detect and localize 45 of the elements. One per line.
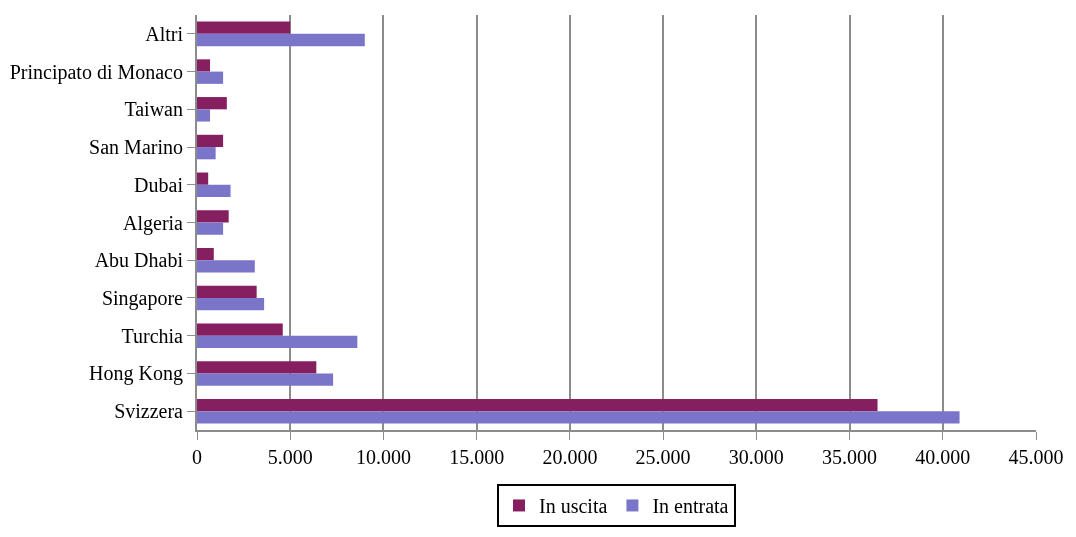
x-tick-label: 15.000	[449, 446, 505, 468]
bar	[197, 323, 283, 336]
bar	[197, 285, 257, 298]
y-tick-label: Taiwan	[124, 98, 183, 121]
bar	[197, 260, 255, 273]
x-tick-label: 30.000	[728, 446, 784, 468]
bar	[197, 134, 224, 148]
bar	[197, 398, 878, 412]
bar	[197, 184, 231, 198]
y-tick-label: Abu Dhabi	[94, 249, 184, 272]
bar	[197, 373, 334, 386]
bar	[197, 247, 214, 261]
x-tick-label: 20.000	[542, 446, 598, 468]
x-tick-label: 35.000	[822, 446, 878, 468]
bar	[197, 210, 229, 223]
bar	[197, 411, 960, 424]
legend-label: In entrata	[652, 495, 729, 518]
x-tick-label: 10.000	[355, 446, 411, 468]
y-tick-label: Svizzera	[114, 400, 184, 423]
x-tick-label: 25.000	[635, 446, 691, 468]
y-tick-label: Hong Kong	[89, 362, 183, 386]
bar	[197, 297, 265, 311]
y-tick-label: Turchia	[121, 324, 184, 347]
y-tick-label: Singapore	[101, 286, 184, 310]
y-tick-label: Dubai	[134, 173, 184, 196]
x-tick-label: 5.000	[267, 446, 313, 468]
x-tick-label: 45.000	[1008, 446, 1064, 468]
bar	[197, 172, 209, 185]
y-tick-label: San Marino	[89, 136, 183, 159]
x-tick-label: 40.000	[915, 446, 971, 468]
bar	[197, 109, 211, 122]
x-tick-label: 0	[192, 446, 202, 468]
bar	[197, 361, 317, 374]
bar	[197, 147, 216, 160]
bar	[197, 97, 227, 110]
y-tick-label: Altri	[145, 22, 184, 45]
bar	[197, 222, 224, 235]
y-tick-label: Principato di Monaco	[9, 60, 183, 84]
y-tick-label: Algeria	[123, 211, 184, 235]
bar	[197, 33, 365, 47]
legend-label: In uscita	[539, 495, 608, 518]
bar	[197, 71, 224, 84]
bar	[197, 21, 291, 34]
bar	[197, 59, 211, 72]
bar	[197, 335, 358, 348]
